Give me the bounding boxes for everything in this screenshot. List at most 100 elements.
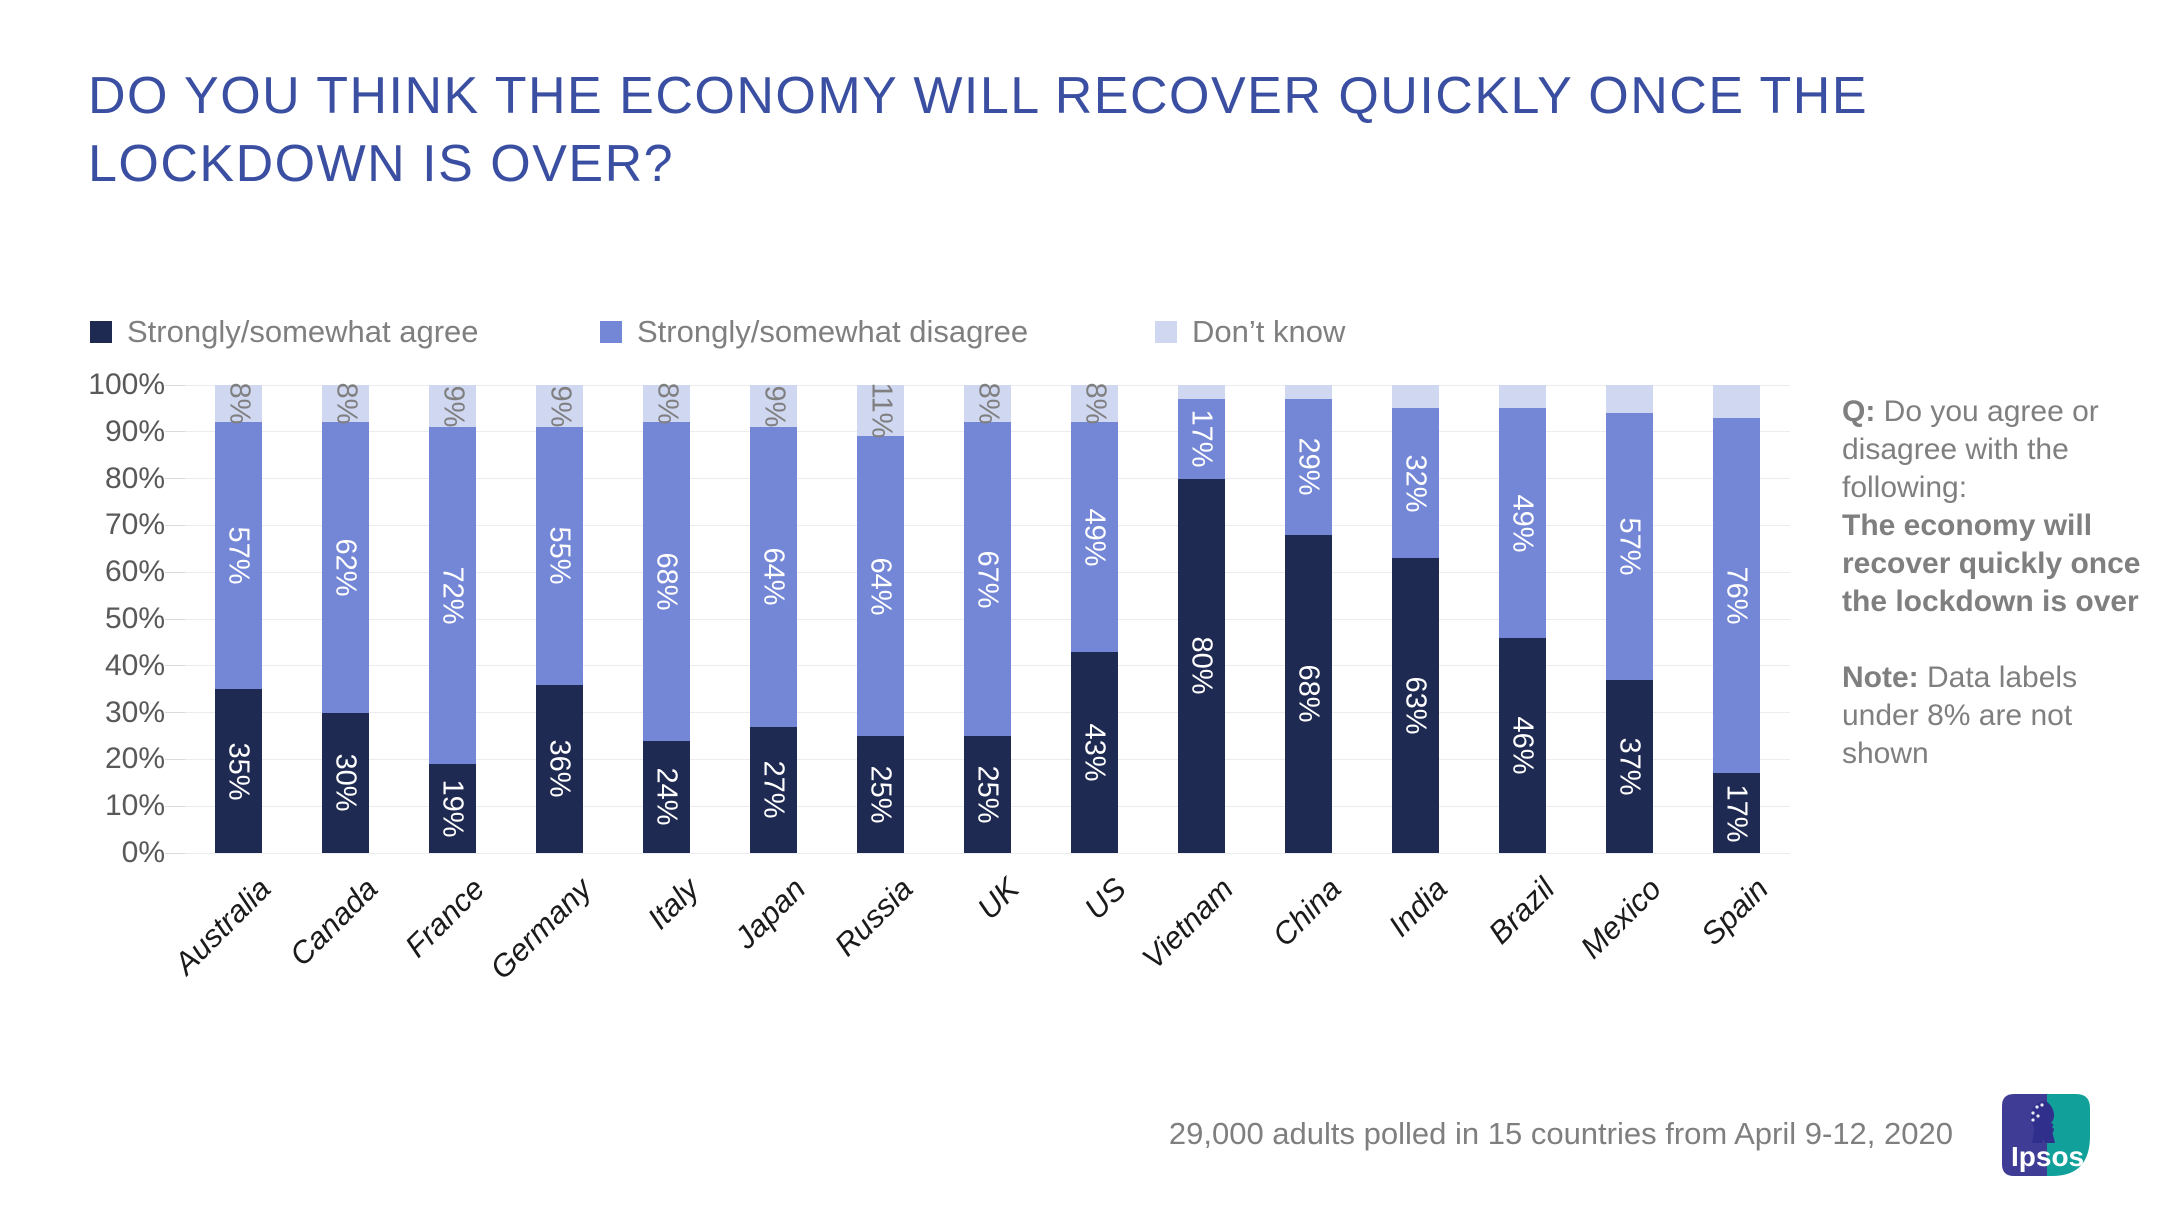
stacked-bar-japan: 9% 64% 27% [750,385,797,853]
page-title-line2: LOCKDOWN IS OVER? [88,135,675,193]
y-axis-tick [165,805,185,807]
logo-curl-dot [2036,1114,2040,1118]
segment-dontknow: 11% [857,382,904,439]
y-axis-tick [165,571,185,573]
bar-value-label: 17% [1721,784,1754,843]
bar-value-label: 8% [971,382,1004,425]
bar-value-label: 8% [329,382,362,425]
y-axis-label: 20% [104,742,165,776]
bar-value-label: 9% [436,385,469,428]
bar-value-label: 68% [651,552,684,611]
stacked-bar-india: 32% 63% [1392,385,1439,853]
segment-disagree: 64% [750,427,797,727]
logo-curl-dot [2035,1105,2039,1109]
bar-column-mexico: 57% 37% [1576,385,1683,853]
segment-agree: 27% [750,726,797,853]
gridline [185,852,1790,854]
bar-column-russia: 11% 64% 25% [827,382,934,853]
bar-value-label: 49% [1507,494,1540,553]
segment-disagree: 57% [1606,413,1653,680]
stacked-bar-spain: 76% 17% [1713,385,1760,853]
segment-agree: 43% [1071,651,1118,853]
segment-agree: 80% [1178,478,1225,853]
question-body: Do you agree or disagree with the follow… [1842,395,2099,504]
y-axis-label: 70% [104,508,165,542]
segment-dontknow: 8% [1071,383,1118,425]
x-axis-label-vietnam: Vietnam [1135,871,1241,976]
bar-column-china: 29% 68% [1255,385,1362,853]
segment-disagree: 62% [322,422,369,713]
segment-agree: 30% [322,712,369,853]
segment-agree: 36% [536,684,583,853]
x-axis-label-mexico: Mexico [1574,871,1669,966]
side-note: Q: Do you agree or disagree with the fol… [1842,393,2150,773]
stacked-bar-vietnam: 17% 80% [1178,385,1225,853]
bar-value-label: 8% [222,382,255,425]
legend-item-dontknow: Don’t know [1155,312,1345,352]
legend-item-agree: Strongly/somewhat agree [90,312,479,352]
segment-agree: 25% [964,735,1011,853]
bar-value-label: 9% [757,385,790,428]
y-axis-tick [165,712,185,714]
y-axis-tick [165,384,185,386]
stacked-bar-russia: 11% 64% 25% [857,382,904,853]
note-text: Note: Data labels under 8% are not shown [1842,659,2150,773]
bar-value-label: 49% [1079,508,1112,567]
bar-value-label: 76% [1721,566,1754,625]
x-axis-label-uk: UK [971,871,1027,927]
segment-disagree: 68% [643,422,690,741]
y-axis-label: 60% [104,555,165,589]
x-axis-label-us: US [1078,871,1134,927]
bar-value-label: 8% [650,382,683,425]
stacked-bar-germany: 9% 55% 36% [536,385,583,853]
segment-dontknow [1499,385,1546,409]
logo-curl-dot [2031,1118,2035,1122]
bar-value-label: 57% [223,526,256,585]
x-axis-label-france: France [398,871,492,964]
stacked-bar-brazil: 49% 46% [1499,385,1546,853]
segment-dontknow: 9% [750,385,797,428]
segment-agree: 46% [1499,637,1546,853]
segment-agree: 17% [1713,773,1760,853]
segment-disagree: 55% [536,427,583,685]
logo-curl-dot [2040,1103,2044,1107]
chart-legend: Strongly/somewhat agree Strongly/somewha… [90,312,1810,352]
bar-column-india: 32% 63% [1362,385,1469,853]
legend-swatch-dontknow-icon [1155,321,1177,343]
source-note: 29,000 adults polled in 15 countries fro… [1168,1116,1953,1151]
x-axis-label-india: India [1381,871,1455,944]
bar-value-label: 11% [865,382,898,439]
bar-column-canada: 8% 62% 30% [292,382,399,853]
segment-dontknow [1178,385,1225,400]
ipsos-logo-head-icon [2030,1101,2055,1143]
y-axis-label: 50% [104,602,165,635]
bar-column-brazil: 49% 46% [1469,385,1576,853]
bar-value-label: 68% [1293,664,1326,723]
legend-swatch-agree-icon [90,321,112,343]
segment-agree: 68% [1285,534,1332,853]
bar-value-label: 64% [865,557,898,616]
segment-agree: 35% [215,689,262,853]
stacked-bar-france: 9% 72% 19% [429,385,476,853]
bar-value-label: 35% [223,742,256,801]
bar-value-label: 29% [1293,437,1326,496]
segment-dontknow [1285,385,1332,400]
legend-swatch-disagree-icon [600,321,622,343]
bar-value-label: 72% [437,566,470,625]
x-axis-label-russia: Russia [827,871,920,963]
y-axis-label: 40% [104,648,165,682]
bar-value-label: 37% [1614,737,1647,796]
y-axis-label: 0% [121,836,165,869]
bar-value-label: 17% [1186,409,1219,468]
segment-disagree: 29% [1285,399,1332,535]
x-axis-label-spain: Spain [1694,871,1776,952]
x-axis-label-japan: Japan [727,871,813,956]
bar-value-label: 55% [544,526,577,585]
segment-agree: 24% [643,740,690,853]
x-axis-label-australia: Australia [167,871,278,982]
y-axis-label: 30% [104,695,165,729]
stacked-bar-china: 29% 68% [1285,385,1332,853]
bar-value-label: 63% [1400,676,1433,735]
segment-disagree: 49% [1499,408,1546,638]
